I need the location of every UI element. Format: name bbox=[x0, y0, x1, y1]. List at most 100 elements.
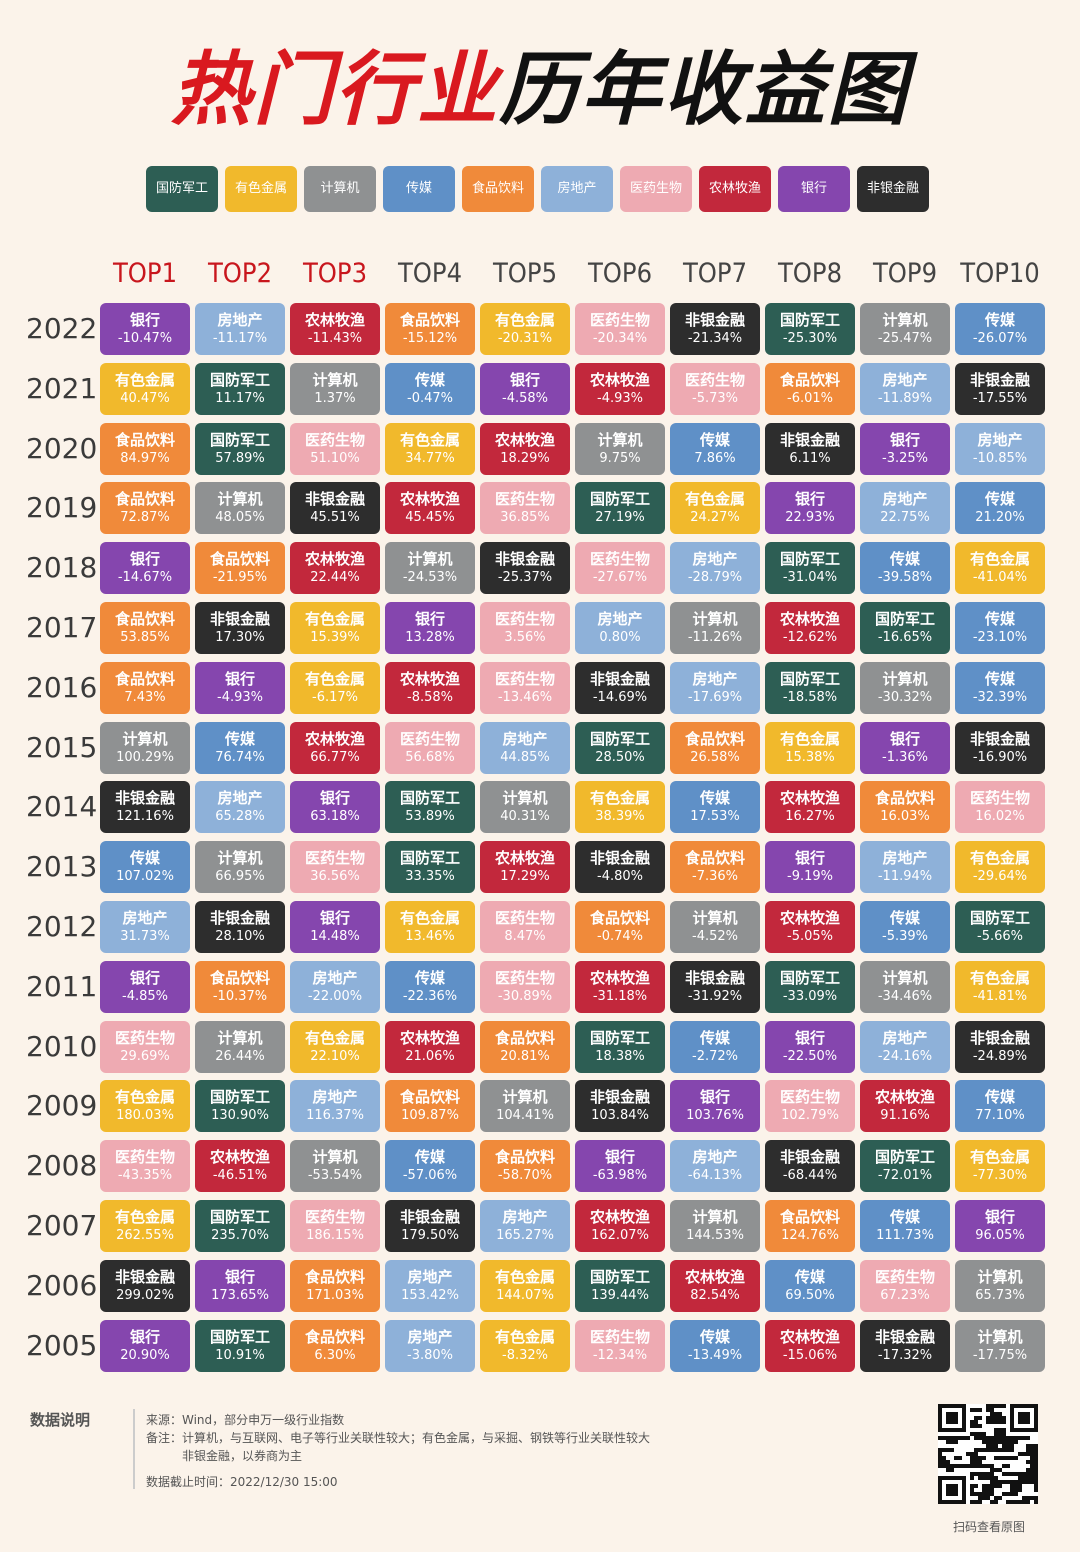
industry-name: 银行 bbox=[129, 1328, 160, 1346]
industry-name: 国防军工 bbox=[589, 1268, 650, 1286]
industry-name: 国防军工 bbox=[969, 909, 1030, 927]
industry-cell: 非银金融 -16.90% bbox=[955, 722, 1045, 774]
industry-return: 1.37% bbox=[314, 391, 356, 406]
industry-name: 有色金属 bbox=[969, 550, 1030, 568]
industry-name: 传媒 bbox=[984, 490, 1015, 508]
industry-cell: 医药生物 102.79% bbox=[765, 1080, 855, 1132]
industry-name: 国防军工 bbox=[209, 1328, 270, 1346]
industry-name: 国防军工 bbox=[209, 371, 270, 389]
industry-return: -21.95% bbox=[212, 570, 268, 585]
industry-return: -11.89% bbox=[877, 391, 933, 406]
industry-name: 房地产 bbox=[122, 909, 168, 927]
industry-cell: 传媒 -0.47% bbox=[385, 363, 475, 415]
industry-return: 26.58% bbox=[690, 750, 740, 765]
industry-name: 计算机 bbox=[882, 969, 928, 987]
industry-name: 银行 bbox=[509, 371, 540, 389]
industry-cell: 银行 -10.47% bbox=[100, 303, 190, 355]
industry-name: 银行 bbox=[699, 1088, 730, 1106]
year-label: 2014 bbox=[26, 790, 98, 823]
industry-return: -13.49% bbox=[687, 1348, 743, 1363]
industry-name: 房地产 bbox=[217, 311, 263, 329]
industry-return: -64.13% bbox=[687, 1168, 743, 1183]
column-header: TOP6 bbox=[587, 258, 653, 289]
industry-cell: 非银金融 -21.34% bbox=[670, 303, 760, 355]
industry-cell: 非银金融 179.50% bbox=[385, 1200, 475, 1252]
industry-cell: 传媒 69.50% bbox=[765, 1260, 855, 1312]
industry-cell: 有色金属 -20.31% bbox=[480, 303, 570, 355]
industry-cell: 有色金属 15.38% bbox=[765, 722, 855, 774]
industry-return: 8.47% bbox=[504, 929, 546, 944]
industry-cell: 银行 -1.36% bbox=[860, 722, 950, 774]
industry-name: 农林牧渔 bbox=[779, 909, 840, 927]
industry-cell: 医药生物 29.69% bbox=[100, 1021, 190, 1073]
industry-return: -46.51% bbox=[212, 1168, 268, 1183]
industry-name: 医药生物 bbox=[304, 431, 365, 449]
industry-cell: 房地产 65.28% bbox=[195, 781, 285, 833]
industry-cell: 国防军工 235.70% bbox=[195, 1200, 285, 1252]
industry-return: -8.58% bbox=[407, 690, 453, 705]
industry-return: 84.97% bbox=[120, 451, 170, 466]
industry-cell: 传媒 17.53% bbox=[670, 781, 760, 833]
industry-name: 有色金属 bbox=[114, 371, 175, 389]
notes-divider bbox=[133, 1409, 135, 1489]
industry-cell: 传媒 111.73% bbox=[860, 1200, 950, 1252]
industry-name: 计算机 bbox=[977, 1328, 1023, 1346]
industry-cell: 医药生物 -30.89% bbox=[480, 961, 570, 1013]
industry-cell: 银行 63.18% bbox=[290, 781, 380, 833]
industry-name: 传媒 bbox=[699, 789, 730, 807]
industry-return: -63.98% bbox=[592, 1168, 648, 1183]
industry-return: -1.36% bbox=[882, 750, 928, 765]
industry-name: 传媒 bbox=[984, 1088, 1015, 1106]
industry-return: -11.17% bbox=[212, 331, 268, 346]
industry-return: -22.36% bbox=[402, 989, 458, 1004]
industry-name: 银行 bbox=[414, 610, 445, 628]
industry-name: 房地产 bbox=[692, 670, 738, 688]
industry-name: 食品饮料 bbox=[589, 909, 650, 927]
industry-return: 6.11% bbox=[789, 451, 831, 466]
industry-name: 计算机 bbox=[312, 1148, 358, 1166]
industry-return: 124.76% bbox=[781, 1228, 839, 1243]
industry-name: 农林牧渔 bbox=[304, 730, 365, 748]
industry-cell: 农林牧渔 45.45% bbox=[385, 482, 475, 534]
industry-return: 15.39% bbox=[310, 630, 360, 645]
industry-cell: 医药生物 56.68% bbox=[385, 722, 475, 774]
industry-cell: 医药生物 16.02% bbox=[955, 781, 1045, 833]
legend-item: 传媒 bbox=[383, 166, 455, 212]
industry-cell: 传媒 -39.58% bbox=[860, 542, 950, 594]
industry-name: 医药生物 bbox=[589, 550, 650, 568]
industry-return: -10.47% bbox=[117, 331, 173, 346]
industry-name: 计算机 bbox=[882, 311, 928, 329]
industry-name: 农林牧渔 bbox=[399, 490, 460, 508]
industry-cell: 计算机 -11.26% bbox=[670, 602, 760, 654]
industry-return: 96.05% bbox=[975, 1228, 1025, 1243]
industry-name: 食品饮料 bbox=[114, 670, 175, 688]
industry-return: -41.81% bbox=[972, 989, 1028, 1004]
industry-cell: 传媒 21.20% bbox=[955, 482, 1045, 534]
industry-return: 14.48% bbox=[310, 929, 360, 944]
industry-return: 76.74% bbox=[215, 750, 265, 765]
industry-return: 40.31% bbox=[500, 809, 550, 824]
industry-name: 计算机 bbox=[502, 1088, 548, 1106]
industry-cell: 食品饮料 16.03% bbox=[860, 781, 950, 833]
industry-cell: 计算机 66.95% bbox=[195, 841, 285, 893]
industry-name: 食品饮料 bbox=[304, 1328, 365, 1346]
industry-name: 国防军工 bbox=[779, 670, 840, 688]
industry-cell: 国防军工 33.35% bbox=[385, 841, 475, 893]
industry-return: 69.50% bbox=[785, 1288, 835, 1303]
industry-return: 77.10% bbox=[975, 1108, 1025, 1123]
legend-item: 医药生物 bbox=[620, 166, 692, 212]
notes-remark-2: 非银金融，以券商为主 bbox=[182, 1449, 303, 1463]
industry-return: 26.44% bbox=[215, 1049, 265, 1064]
legend-item: 国防军工 bbox=[146, 166, 218, 212]
industry-cell: 房地产 44.85% bbox=[480, 722, 570, 774]
industry-name: 国防军工 bbox=[209, 431, 270, 449]
industry-name: 计算机 bbox=[692, 610, 738, 628]
industry-name: 有色金属 bbox=[969, 849, 1030, 867]
industry-return: -25.37% bbox=[497, 570, 553, 585]
title-part-black: 历年收益图 bbox=[499, 43, 909, 136]
industry-return: 36.56% bbox=[310, 869, 360, 884]
qr-code[interactable] bbox=[938, 1404, 1038, 1504]
year-label: 2013 bbox=[26, 850, 98, 883]
industry-return: 27.19% bbox=[595, 510, 645, 525]
industry-cell: 医药生物 51.10% bbox=[290, 423, 380, 475]
